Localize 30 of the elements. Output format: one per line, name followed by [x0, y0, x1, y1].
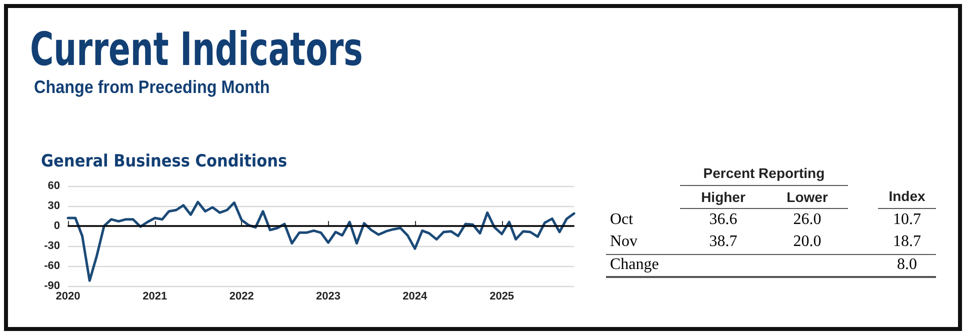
- text: 38.7: [709, 233, 738, 250]
- category-label: Lower: [766, 185, 848, 208]
- text: 26.0: [793, 210, 822, 228]
- y-tick-label: 0: [54, 220, 60, 232]
- text: Percent Reporting: [680, 162, 848, 185]
- x-tick-label: 2020: [56, 290, 80, 302]
- x-tick-label: 2025: [490, 290, 514, 302]
- y-tick-label: -30: [44, 240, 60, 252]
- x-tick-label: 2023: [316, 290, 340, 302]
- line-series: [66, 200, 576, 282]
- y-tick-label: -90: [44, 280, 60, 292]
- category-label: Nov: [610, 233, 638, 250]
- x-tick-label: 2021: [142, 290, 168, 302]
- y-tick-label: -60: [44, 260, 60, 272]
- text: 20.0: [793, 233, 822, 250]
- y-tick-label: 30: [48, 200, 60, 212]
- text: 18.7: [893, 233, 922, 250]
- x-tick-label: 2022: [229, 290, 254, 302]
- text: Current Indicators: [30, 22, 363, 76]
- y-tick-label: 60: [48, 180, 60, 192]
- category-label: Index: [878, 185, 936, 208]
- category-label: Oct: [610, 210, 634, 228]
- text: 10.7: [893, 210, 922, 228]
- x-tick-label: 2024: [402, 290, 428, 302]
- chart-title: General Business Conditions: [41, 152, 288, 172]
- text: 36.6: [709, 210, 738, 228]
- category-label: Higher: [680, 185, 767, 208]
- text: 8.0: [897, 256, 918, 274]
- category-label: Change: [610, 256, 659, 274]
- text: Change from Preceding Month: [34, 76, 271, 98]
